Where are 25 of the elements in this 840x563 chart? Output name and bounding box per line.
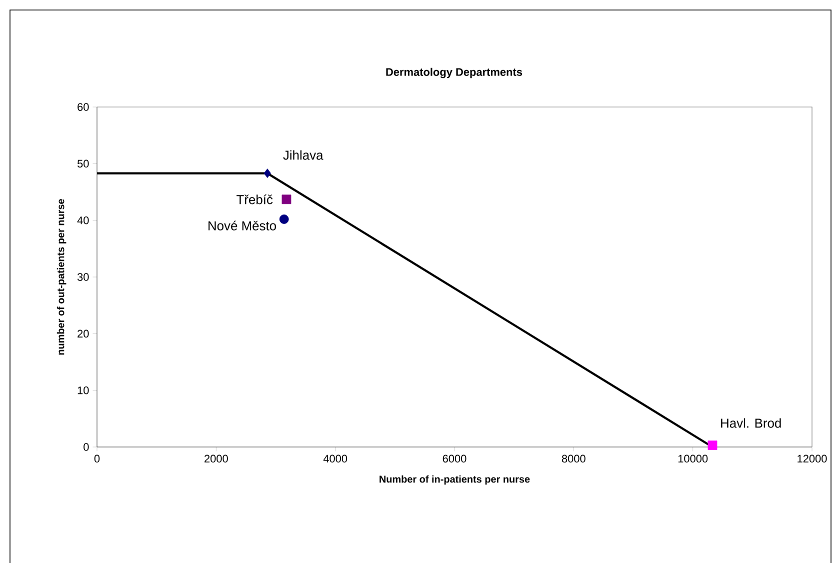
x-tick-label: 0 (94, 454, 100, 463)
x-tick-label: 4000 (323, 454, 348, 463)
y-tick-label: 10 (78, 386, 89, 394)
point (708, 440, 718, 450)
chart-title: Dermatology Departments (386, 68, 522, 78)
series-label: Havl. Brod (721, 418, 781, 428)
series-label: Třebíč (236, 194, 273, 204)
point (279, 214, 289, 224)
y-tick-label: 40 (77, 216, 89, 224)
y-axis-title: number of out-patients per nurse (56, 199, 66, 355)
y-tick-label: 0 (84, 443, 89, 451)
x-tick-label: 12000 (798, 454, 827, 463)
series-label: Jihlava (283, 150, 324, 160)
x-axis-title: Number of in-patients per nurse (380, 475, 530, 485)
y-tick-label: 60 (78, 103, 89, 111)
x-tick-label: 8000 (562, 454, 586, 463)
x-tick-label: 6000 (442, 454, 466, 463)
point (282, 194, 292, 204)
point (264, 168, 271, 178)
y-tick-label: 50 (77, 160, 89, 168)
x-tick-label: 10000 (678, 454, 708, 463)
x-tick-label: 2000 (204, 454, 228, 463)
series-label: Nové Město (208, 220, 276, 230)
y-tick-label: 20 (78, 330, 89, 338)
y-tick-label: 30 (77, 273, 89, 281)
